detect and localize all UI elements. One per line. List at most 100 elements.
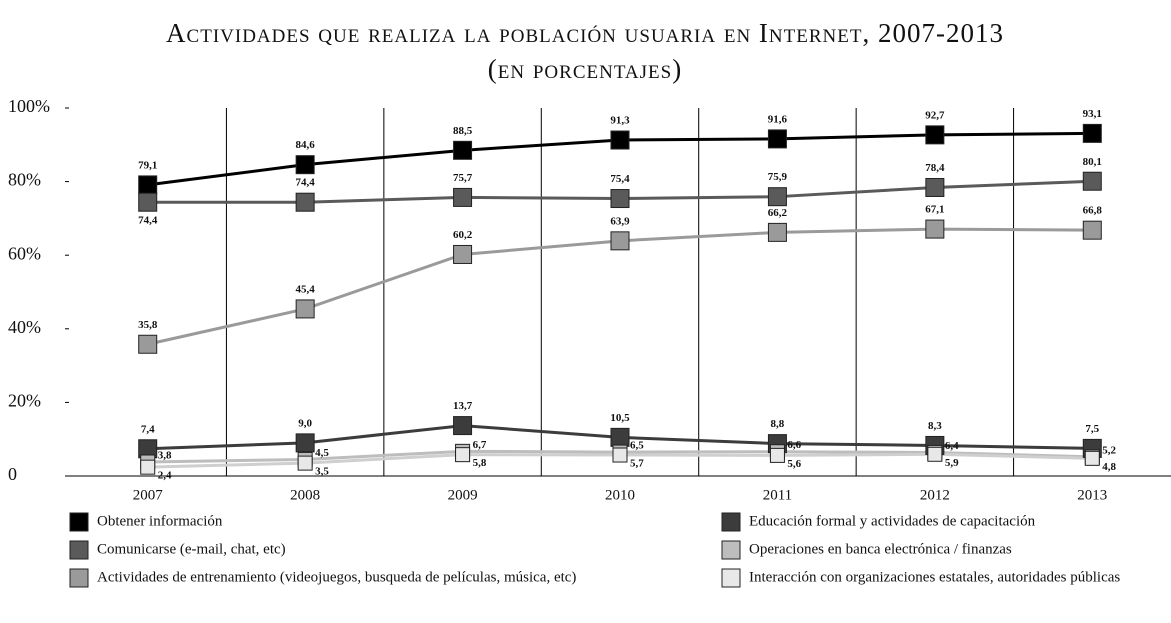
- legend-label: Educación formal y actividades de capaci…: [749, 513, 1036, 529]
- value-label: 7,5: [1085, 423, 1099, 435]
- value-label: 4,5: [315, 447, 329, 459]
- x-tick-label: 2009: [448, 487, 478, 503]
- value-label: 10,5: [610, 412, 630, 424]
- x-tick-label: 2011: [763, 487, 792, 503]
- value-label: 88,5: [453, 125, 473, 137]
- value-label: 66,2: [768, 207, 788, 219]
- marker: [769, 447, 785, 463]
- marker: [610, 427, 630, 447]
- value-label: 5,7: [630, 458, 644, 470]
- legend-swatch: [721, 512, 741, 532]
- y-tick-label: 20%: [8, 391, 41, 411]
- legend-swatch: [721, 568, 741, 588]
- legend-label: Obtener información: [97, 513, 223, 529]
- value-label: 63,9: [610, 215, 630, 227]
- value-label: 91,6: [768, 113, 788, 125]
- value-label: 3,5: [315, 466, 329, 478]
- value-label: 5,9: [945, 457, 959, 469]
- value-label: 60,2: [453, 229, 473, 241]
- value-label: 6,4: [945, 440, 959, 452]
- value-label: 74,4: [296, 177, 316, 189]
- marker: [610, 189, 630, 209]
- marker: [925, 177, 945, 197]
- marker: [295, 433, 315, 453]
- marker: [453, 416, 473, 436]
- marker: [1082, 123, 1102, 143]
- marker: [138, 175, 158, 195]
- y-tick-label: 100%: [8, 96, 50, 116]
- x-tick-label: 2008: [290, 487, 320, 503]
- value-label: 75,9: [768, 171, 788, 183]
- value-label: 74,4: [138, 215, 158, 227]
- marker: [140, 459, 156, 475]
- marker: [610, 130, 630, 150]
- marker: [295, 299, 315, 319]
- marker: [767, 187, 787, 207]
- marker: [925, 125, 945, 145]
- value-label: 84,6: [296, 139, 316, 151]
- marker: [767, 222, 787, 242]
- value-label: 45,4: [296, 283, 316, 295]
- marker: [138, 192, 158, 212]
- value-label: 13,7: [453, 400, 473, 412]
- marker: [1082, 220, 1102, 240]
- marker: [1084, 450, 1100, 466]
- marker: [455, 447, 471, 463]
- y-tick-label: 0: [8, 464, 17, 484]
- value-label: 7,4: [141, 423, 155, 435]
- value-label: 5,2: [1102, 444, 1116, 456]
- value-label: 2,4: [158, 470, 172, 482]
- x-tick-label: 2010: [605, 487, 635, 503]
- x-tick-label: 2013: [1077, 487, 1107, 503]
- y-tick-label: 60%: [8, 243, 41, 263]
- value-label: 8,3: [928, 420, 942, 432]
- value-label: 80,1: [1083, 156, 1102, 168]
- value-label: 75,4: [610, 173, 630, 185]
- value-label: 6,6: [787, 439, 801, 451]
- value-label: 66,8: [1083, 205, 1103, 217]
- legend-label: Actividades de entrenamiento (videojuego…: [97, 569, 576, 585]
- value-label: 5,6: [787, 458, 801, 470]
- chart-title: Actividades que realiza la población usu…: [166, 18, 1004, 48]
- legend-swatch: [721, 540, 741, 560]
- value-label: 6,5: [630, 440, 644, 452]
- legend-label: Operaciones en banca electrónica / finan…: [749, 541, 1012, 557]
- value-label: 75,7: [453, 172, 473, 184]
- legend-label: Interacción con organizaciones estatales…: [749, 569, 1120, 585]
- marker: [138, 334, 158, 354]
- value-label: 4,8: [1102, 461, 1116, 473]
- marker: [295, 192, 315, 212]
- value-label: 6,7: [473, 439, 487, 451]
- value-label: 91,3: [610, 115, 630, 127]
- marker: [453, 140, 473, 160]
- marker: [453, 187, 473, 207]
- marker: [453, 244, 473, 264]
- value-label: 93,1: [1083, 108, 1102, 120]
- value-label: 5,8: [473, 457, 487, 469]
- value-label: 35,8: [138, 319, 158, 331]
- marker: [1082, 171, 1102, 191]
- x-tick-label: 2007: [133, 487, 164, 503]
- y-tick-label: 40%: [8, 317, 41, 337]
- value-label: 67,1: [925, 204, 944, 216]
- x-tick-label: 2012: [920, 487, 950, 503]
- legend-swatch: [69, 568, 89, 588]
- legend-swatch: [69, 512, 89, 532]
- legend-swatch: [69, 540, 89, 560]
- marker: [297, 455, 313, 471]
- marker: [925, 219, 945, 239]
- value-label: 92,7: [925, 109, 945, 121]
- legend-label: Comunicarse (e-mail, chat, etc): [97, 541, 286, 557]
- value-label: 3,8: [158, 450, 172, 462]
- marker: [767, 129, 787, 149]
- value-label: 78,4: [925, 162, 945, 174]
- marker: [927, 446, 943, 462]
- value-label: 9,0: [298, 417, 312, 429]
- value-label: 79,1: [138, 159, 157, 171]
- marker: [612, 447, 628, 463]
- y-tick-label: 80%: [8, 170, 41, 190]
- marker: [610, 231, 630, 251]
- value-label: 8,8: [771, 418, 785, 430]
- marker: [295, 155, 315, 175]
